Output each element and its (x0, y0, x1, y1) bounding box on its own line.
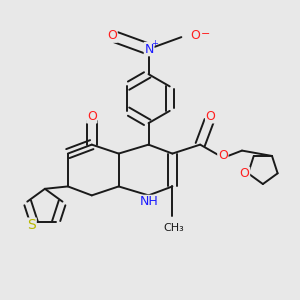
Text: −: − (201, 28, 211, 38)
Text: N: N (144, 43, 154, 56)
Text: O: O (218, 149, 228, 162)
Text: O: O (87, 110, 97, 123)
Text: +: + (152, 39, 158, 48)
Text: CH₃: CH₃ (163, 223, 184, 233)
Text: S: S (27, 218, 36, 232)
Text: O: O (190, 29, 200, 42)
Text: O: O (107, 29, 117, 42)
Text: O: O (240, 167, 250, 180)
Text: NH: NH (140, 196, 158, 208)
Text: O: O (206, 110, 216, 123)
